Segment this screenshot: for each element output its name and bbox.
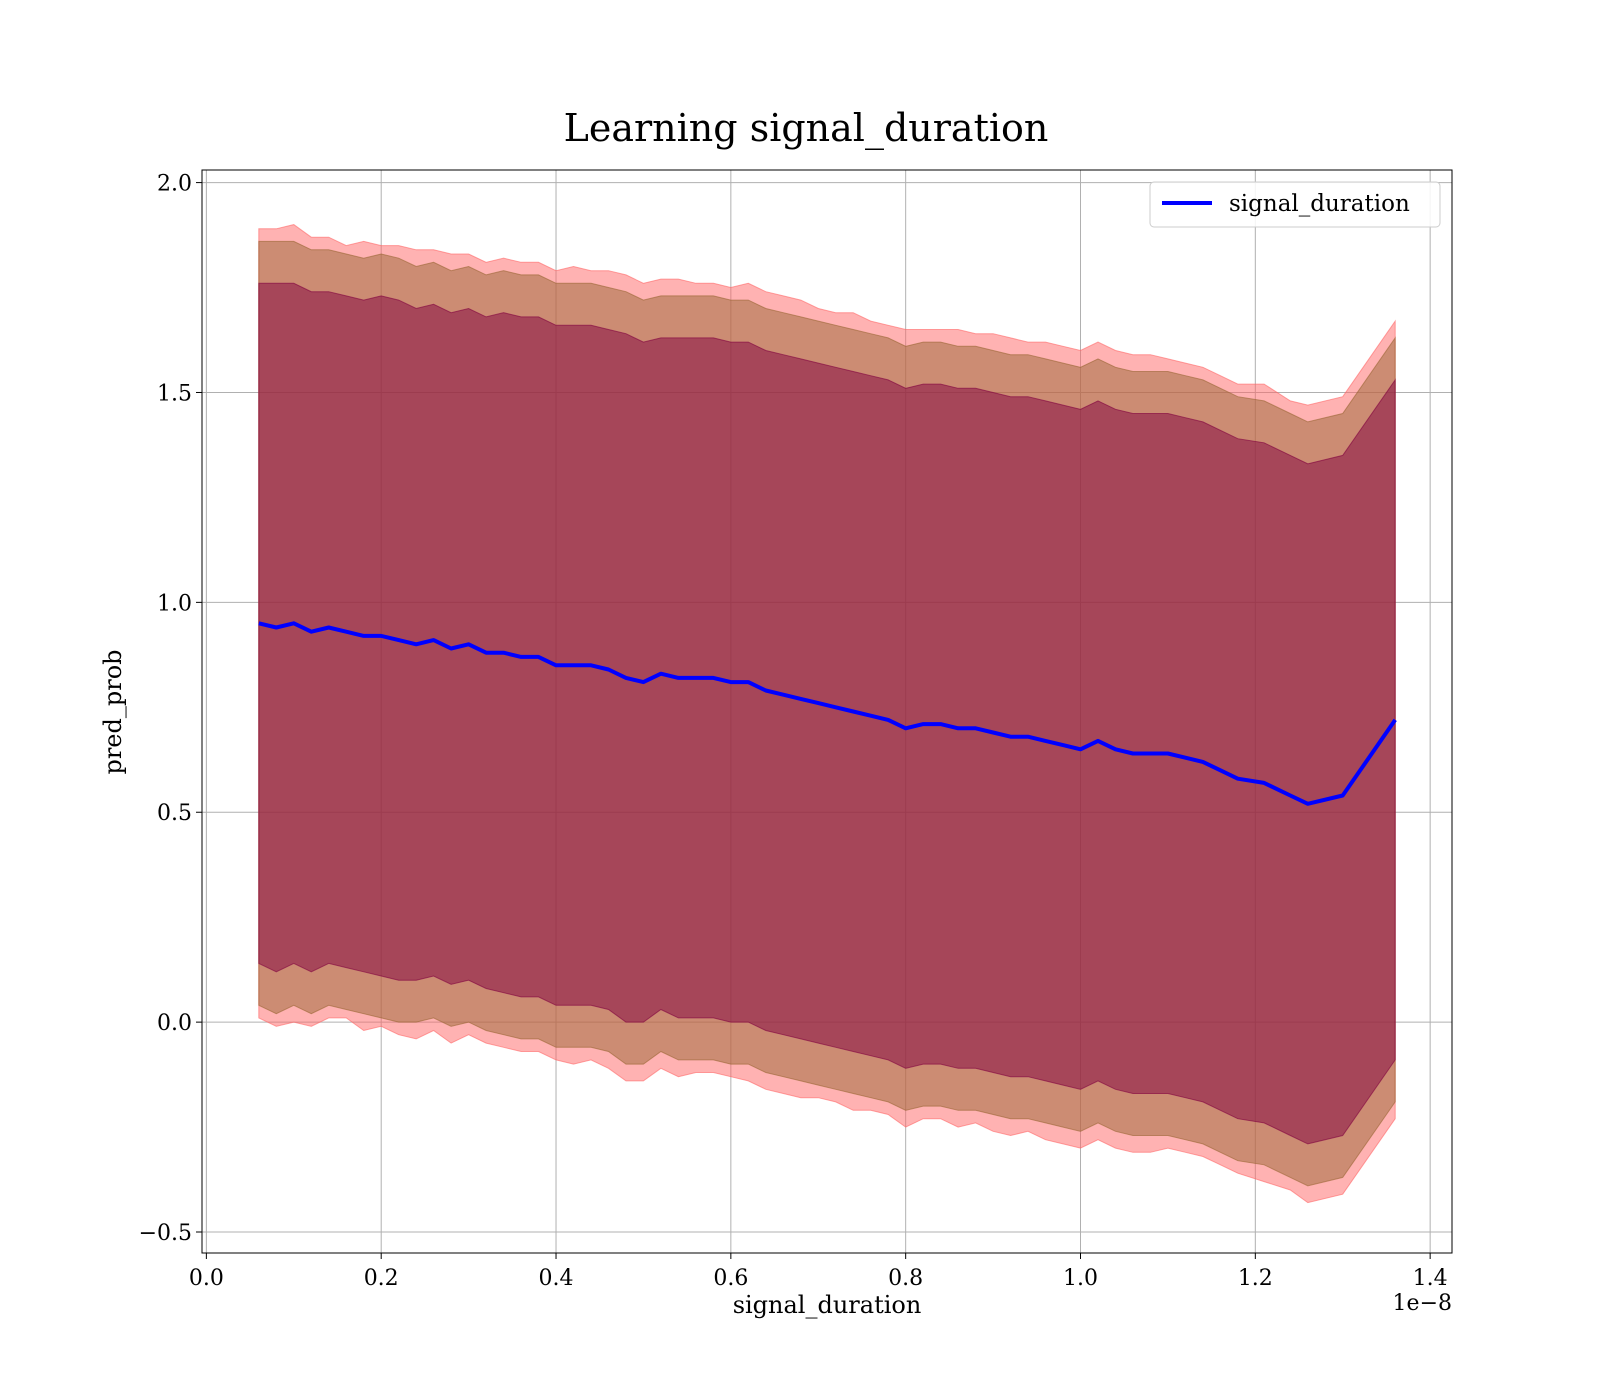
legend-entry-label: signal_duration [1229, 191, 1410, 217]
x-axis-ticks: 0.0 0.2 0.4 0.6 0.8 1.0 1.2 1.4 [189, 1253, 1448, 1291]
legend-box [1149, 181, 1441, 228]
y-tick-label: 2.0 [157, 172, 192, 197]
x-axis-label: signal_duration [733, 1291, 922, 1319]
confidence-bands [258, 224, 1396, 1204]
y-tick-label: 0.0 [157, 1011, 192, 1036]
x-axis-offset-label: 1e−8 [1393, 1291, 1452, 1316]
plot-frame [201, 169, 1453, 1254]
y-tick-label: 1.5 [157, 381, 192, 406]
legend: signal_duration [1149, 181, 1441, 228]
y-axis-ticks: −0.5 0.0 0.5 1.0 1.5 2.0 [139, 172, 202, 1246]
chart-title: Learning signal_duration [564, 106, 1049, 151]
y-tick-label: 1.0 [157, 591, 192, 616]
y-tick-label: −0.5 [139, 1221, 192, 1246]
x-tick-label: 1.4 [1413, 1266, 1448, 1291]
confidence-band [258, 282, 1396, 1145]
x-tick-label: 0.6 [713, 1266, 748, 1291]
x-tick-label: 0.4 [539, 1266, 574, 1291]
x-tick-label: 0.8 [888, 1266, 923, 1291]
x-tick-label: 1.0 [1063, 1266, 1098, 1291]
x-tick-label: 0.2 [364, 1266, 399, 1291]
x-tick-label: 0.0 [189, 1266, 224, 1291]
y-tick-label: 0.5 [157, 801, 192, 826]
series-line [258, 621, 1397, 806]
y-axis-label: pred_prob [99, 649, 127, 774]
series-lines [258, 621, 1397, 806]
x-tick-label: 1.2 [1238, 1266, 1273, 1291]
